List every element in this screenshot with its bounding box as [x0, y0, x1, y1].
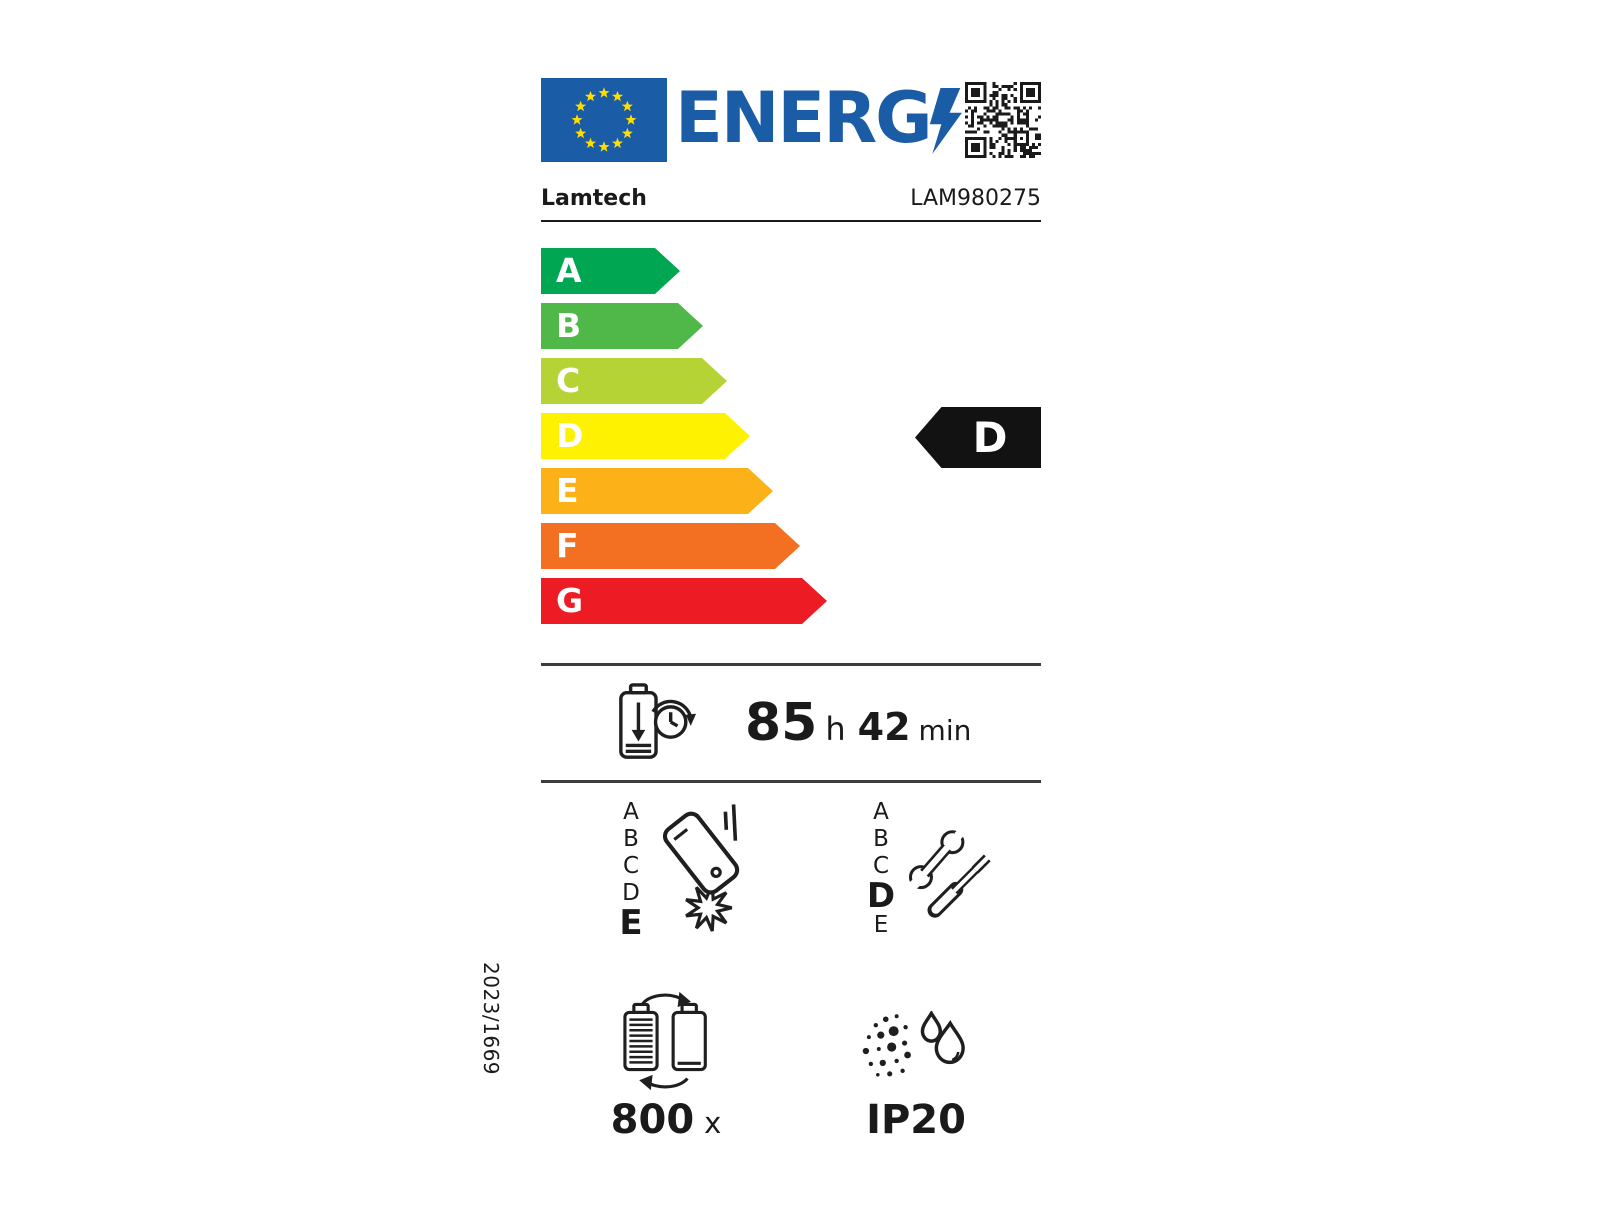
- energy-logo-text: ENERG: [675, 77, 933, 159]
- battery-clock-icon: [619, 683, 697, 759]
- drop-resistance-section: A B C D E: [541, 783, 791, 965]
- class-arrow-f: F: [541, 523, 800, 569]
- endurance-minutes: 42: [857, 705, 911, 749]
- grade-option: D: [866, 876, 896, 916]
- model-number: LAM980275: [910, 186, 1041, 211]
- class-arrow-b: B: [541, 303, 703, 349]
- class-arrow-a: A: [541, 248, 680, 294]
- battery-cycles-icon: [623, 991, 707, 1091]
- class-letter: A: [556, 251, 582, 290]
- grade-option: C: [622, 853, 640, 879]
- grade-option: A: [873, 799, 889, 825]
- endurance-minutes-unit: min: [918, 714, 972, 747]
- cycles-unit: x: [704, 1106, 722, 1140]
- ip-rating-value: IP20: [866, 1097, 966, 1143]
- endurance-hours-unit: h: [825, 710, 846, 748]
- repairability-grades: A B C D E: [863, 799, 899, 965]
- ingress-protection-section: IP20: [791, 965, 1041, 1143]
- phone-drop-icon: [662, 804, 740, 932]
- pictogram-grid: A B C D E A B C: [541, 783, 1041, 1143]
- energy-class-scale: A B C D E F G D: [541, 248, 1041, 630]
- grade-option: B: [873, 826, 889, 852]
- energy-class-indicator: D: [915, 407, 1041, 468]
- class-arrow-d: D: [541, 413, 750, 459]
- grade-option: E: [619, 903, 643, 943]
- grade-option: E: [873, 912, 889, 938]
- grade-option: C: [872, 853, 890, 879]
- battery-cycles-value: 800 x: [611, 1097, 722, 1143]
- class-letter: D: [556, 416, 584, 455]
- endurance-hours: 85: [745, 693, 818, 753]
- cycles-number: 800: [610, 1097, 695, 1143]
- grade-option: A: [623, 799, 639, 825]
- class-arrows: A B C D E F G: [541, 248, 1041, 624]
- energy-label: ENERG Lamtech LAM980275 A B C D E F G D: [541, 78, 1041, 1143]
- class-letter: B: [556, 306, 582, 345]
- wrench-screwdriver-icon: [907, 820, 991, 918]
- class-arrow-c: C: [541, 358, 727, 404]
- class-arrow-e: E: [541, 468, 773, 514]
- grade-option: B: [623, 826, 639, 852]
- class-letter: E: [556, 471, 579, 510]
- selected-class-letter: D: [972, 413, 1008, 462]
- brand-row: Lamtech LAM980275: [541, 186, 1041, 222]
- battery-endurance-section: 85 h 42 min: [541, 663, 1041, 783]
- class-letter: C: [556, 361, 581, 400]
- grade-option: D: [622, 880, 640, 906]
- repairability-section: A B C D E: [791, 783, 1041, 965]
- brand-name: Lamtech: [541, 186, 647, 211]
- dust-water-icon: [862, 1011, 965, 1077]
- regulation-number: 2023/1669: [479, 962, 503, 1076]
- qr-code: [964, 81, 1041, 159]
- battery-cycles-section: 800 x: [541, 965, 791, 1143]
- class-arrow-g: G: [541, 578, 827, 624]
- class-letter: G: [556, 581, 584, 620]
- class-letter: F: [556, 526, 579, 565]
- label-header: ENERG: [541, 78, 1041, 162]
- eu-flag-icon: [541, 78, 667, 162]
- drop-resistance-grades: A B C D E: [613, 799, 649, 965]
- endurance-value: 85 h 42 min: [745, 693, 971, 753]
- lightning-bolt-icon: [929, 88, 962, 154]
